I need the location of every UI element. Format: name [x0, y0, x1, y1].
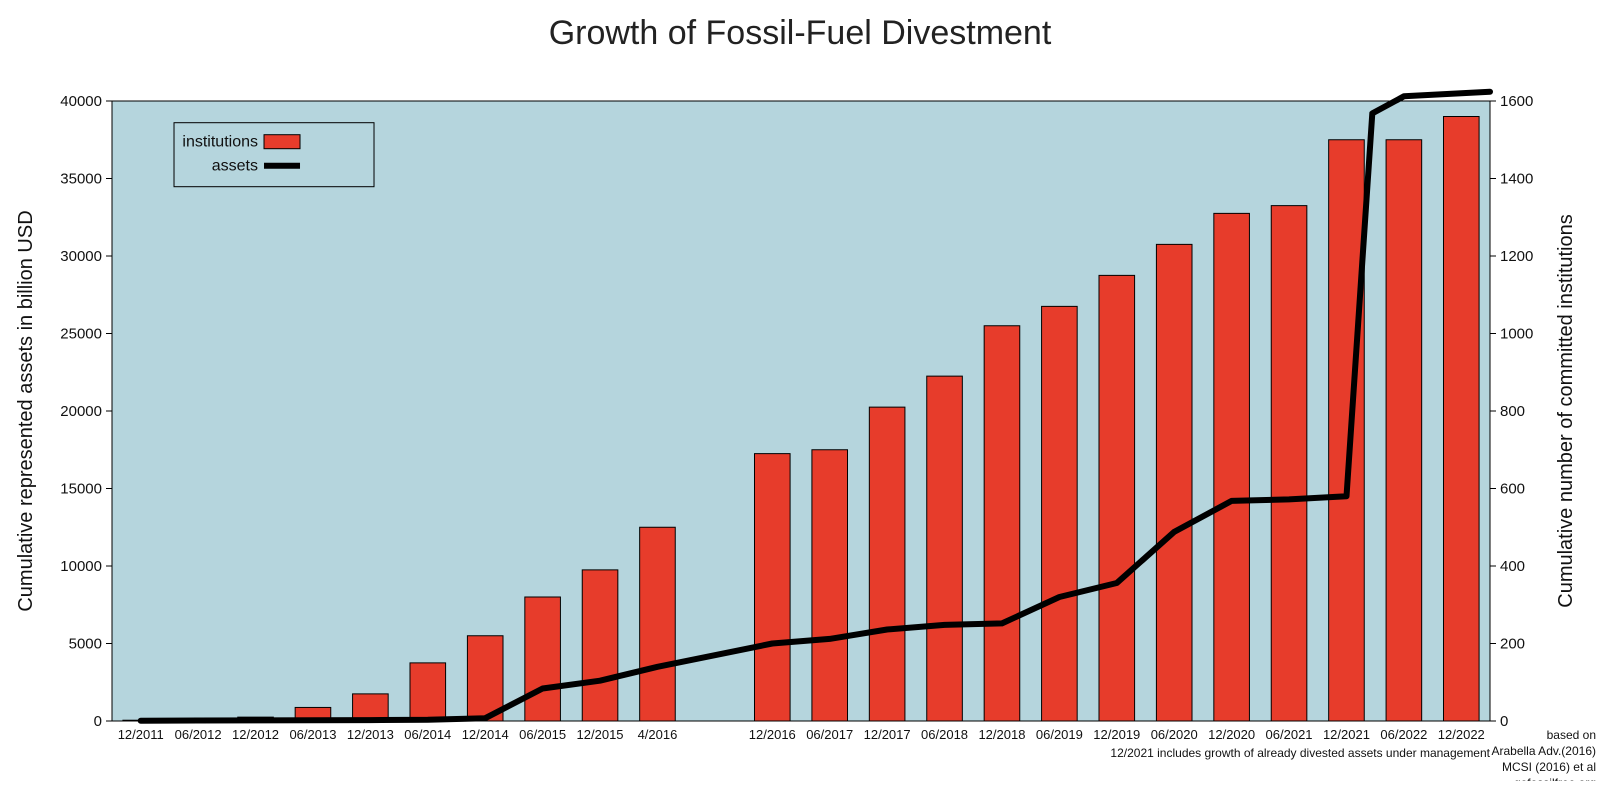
- x-tick-label: 06/2015: [519, 727, 566, 742]
- y-left-tick-label: 25000: [60, 326, 102, 343]
- x-tick-label: 06/2013: [289, 727, 336, 742]
- y-left-tick-label: 40000: [60, 93, 102, 110]
- bar-institutions: [525, 597, 561, 721]
- x-tick-label: 4/2016: [638, 727, 678, 742]
- bar-institutions: [1156, 244, 1192, 721]
- x-tick-label: 06/2021: [1266, 727, 1313, 742]
- legend-box: [174, 123, 374, 187]
- x-tick-label: 06/2019: [1036, 727, 1083, 742]
- bar-institutions: [869, 407, 905, 721]
- chart-credit: based on: [1547, 728, 1596, 742]
- x-tick-label: 12/2014: [462, 727, 509, 742]
- y-left-tick-label: 20000: [60, 403, 102, 420]
- y-right-tick-label: 600: [1500, 481, 1525, 498]
- bar-institutions: [812, 450, 848, 721]
- y-right-tick-label: 800: [1500, 403, 1525, 420]
- chart-title: Growth of Fossil-Fuel Divestment: [0, 14, 1600, 53]
- y-right-tick-label: 200: [1500, 636, 1525, 653]
- bar-institutions: [1271, 206, 1307, 721]
- y-left-tick-label: 30000: [60, 248, 102, 265]
- y-left-axis-label: Cumulative represented assets in billion…: [15, 210, 37, 611]
- bar-institutions: [1099, 275, 1135, 721]
- x-tick-label: 12/2017: [864, 727, 911, 742]
- y-right-tick-label: 1600: [1500, 93, 1533, 110]
- y-left-tick-label: 35000: [60, 171, 102, 188]
- x-tick-label: 06/2017: [806, 727, 853, 742]
- x-tick-label: 06/2022: [1380, 727, 1427, 742]
- chart-svg: 0500010000150002000025000300003500040000…: [0, 61, 1600, 781]
- x-tick-label: 06/2012: [175, 727, 222, 742]
- y-left-tick-label: 10000: [60, 558, 102, 575]
- x-tick-label: 06/2014: [404, 727, 451, 742]
- chart-credit: Arabella Adv.(2016): [1491, 744, 1596, 758]
- bar-institutions: [927, 376, 963, 721]
- chart-container: 0500010000150002000025000300003500040000…: [0, 61, 1600, 781]
- legend-label: assets: [212, 158, 258, 175]
- y-right-tick-label: 400: [1500, 558, 1525, 575]
- bar-institutions: [754, 454, 790, 721]
- bar-institutions: [1329, 140, 1365, 721]
- x-tick-label: 06/2020: [1151, 727, 1198, 742]
- x-tick-label: 12/2021: [1323, 727, 1370, 742]
- x-tick-label: 12/2020: [1208, 727, 1255, 742]
- chart-credit: MCSI (2016) et al: [1502, 760, 1596, 774]
- bar-institutions: [1443, 117, 1479, 722]
- bar-institutions: [1386, 140, 1422, 721]
- bar-institutions: [1214, 213, 1250, 721]
- bar-institutions: [984, 326, 1020, 721]
- x-tick-label: 12/2019: [1093, 727, 1140, 742]
- bar-institutions: [582, 570, 618, 721]
- y-left-tick-label: 15000: [60, 481, 102, 498]
- bar-institutions: [1042, 306, 1078, 721]
- chart-footnote: 12/2021 includes growth of already dives…: [1110, 746, 1490, 760]
- chart-credit: gofossilfree.org: [1514, 776, 1596, 781]
- x-tick-label: 12/2022: [1438, 727, 1485, 742]
- bar-institutions: [410, 663, 446, 721]
- x-tick-label: 12/2011: [118, 727, 164, 742]
- x-tick-label: 12/2016: [749, 727, 796, 742]
- bar-institutions: [467, 636, 503, 721]
- y-right-tick-label: 1200: [1500, 248, 1533, 265]
- x-tick-label: 06/2018: [921, 727, 968, 742]
- y-left-tick-label: 5000: [69, 636, 102, 653]
- bar-institutions: [640, 527, 676, 721]
- x-tick-label: 12/2015: [577, 727, 624, 742]
- y-right-tick-label: 0: [1500, 713, 1508, 730]
- x-tick-label: 12/2018: [978, 727, 1025, 742]
- legend-swatch-bar: [264, 135, 300, 149]
- x-tick-label: 12/2012: [232, 727, 279, 742]
- y-right-tick-label: 1000: [1500, 326, 1533, 343]
- legend-label: institutions: [182, 134, 258, 151]
- y-left-tick-label: 0: [94, 713, 102, 730]
- x-tick-label: 12/2013: [347, 727, 394, 742]
- bar-institutions: [353, 694, 389, 721]
- y-right-axis-label: Cumulative number of committed instituti…: [1555, 214, 1577, 608]
- y-right-tick-label: 1400: [1500, 171, 1533, 188]
